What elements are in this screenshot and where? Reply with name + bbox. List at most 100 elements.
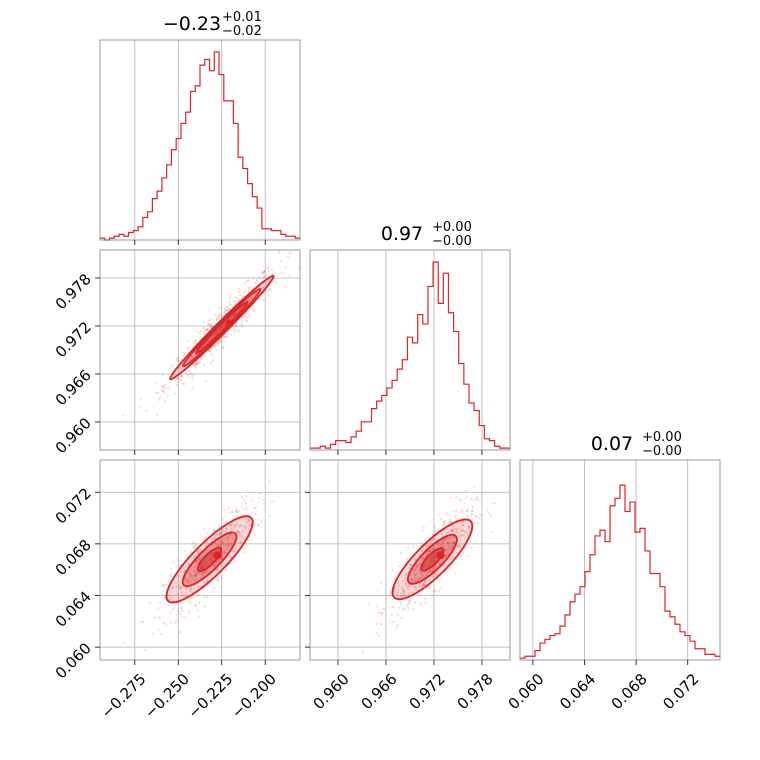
sample-point xyxy=(179,570,183,574)
sample-point xyxy=(376,605,379,608)
x-tick-label: 0.972 xyxy=(406,670,449,713)
sample-point xyxy=(235,560,238,563)
sample-point xyxy=(242,512,245,516)
sample-point xyxy=(204,380,207,383)
sample-point xyxy=(414,573,418,576)
sample-point xyxy=(421,558,424,561)
sample-point xyxy=(217,317,220,320)
sample-point xyxy=(194,604,198,608)
sample-point xyxy=(210,353,214,356)
sample-point xyxy=(433,537,436,540)
sample-point xyxy=(190,550,193,553)
sample-point xyxy=(288,274,291,277)
sample-point xyxy=(400,592,403,595)
sample-point xyxy=(227,535,230,539)
sample-point xyxy=(224,309,227,312)
sample-point xyxy=(462,510,465,513)
sample-point xyxy=(207,323,210,326)
axes-frame xyxy=(309,459,511,661)
sample-point xyxy=(257,524,260,528)
sample-point xyxy=(222,335,225,338)
sample-point xyxy=(444,531,448,535)
sample-point xyxy=(184,576,187,579)
sample-point xyxy=(211,564,215,567)
sample-point xyxy=(220,540,224,544)
sample-point xyxy=(202,321,205,324)
sample-point xyxy=(198,559,201,562)
sample-point xyxy=(194,573,197,576)
sample-point xyxy=(201,573,204,576)
sample-point xyxy=(262,502,266,505)
sample-point xyxy=(454,572,457,575)
sample-point xyxy=(407,585,410,588)
sample-point xyxy=(475,515,478,518)
sample-point xyxy=(392,620,395,624)
sample-point xyxy=(435,573,438,576)
sample-point xyxy=(452,543,455,547)
sample-point xyxy=(470,514,473,517)
sample-point xyxy=(240,317,243,320)
sample-point xyxy=(188,581,191,584)
panel-title-upper-1: +0.01 xyxy=(222,10,262,25)
sample-point xyxy=(444,549,447,553)
sample-point xyxy=(442,565,445,568)
sample-point xyxy=(247,289,250,293)
sample-point xyxy=(229,533,232,536)
sample-point xyxy=(447,530,450,534)
panel-title-lower-1: −0.02 xyxy=(222,24,262,39)
sample-point xyxy=(179,613,182,616)
sample-point xyxy=(222,335,225,338)
sample-point xyxy=(420,574,423,577)
sample-point xyxy=(413,573,416,576)
sample-point xyxy=(448,537,451,540)
scatter-panel-2: −0.275−0.250−0.225−0.200 0.060 0.064 0.068 0… xyxy=(52,459,301,722)
sample-point xyxy=(212,345,215,348)
sample-point xyxy=(420,604,423,607)
sample-point xyxy=(239,540,242,543)
sample-point xyxy=(249,524,252,527)
sample-point xyxy=(420,550,423,553)
sample-point xyxy=(428,569,431,572)
sample-point xyxy=(449,548,452,551)
sample-point xyxy=(196,360,199,363)
sample-point xyxy=(162,583,165,586)
sample-point xyxy=(217,559,220,562)
sample-point xyxy=(478,513,482,516)
sample-point xyxy=(414,573,417,577)
sample-point xyxy=(441,542,444,545)
contour-level-1 xyxy=(194,300,249,355)
sample-point xyxy=(219,532,222,535)
sample-point xyxy=(204,605,207,608)
sample-point xyxy=(175,585,178,588)
sample-point xyxy=(444,553,447,557)
sample-point xyxy=(156,414,159,417)
sample-point xyxy=(255,506,258,509)
sample-point xyxy=(202,574,205,577)
sample-point xyxy=(203,572,206,575)
sample-point xyxy=(449,518,452,521)
sample-point xyxy=(472,521,475,524)
sample-point xyxy=(189,568,192,571)
sample-point xyxy=(208,350,211,353)
sample-point xyxy=(430,540,433,543)
sample-point xyxy=(231,549,235,552)
sample-point xyxy=(183,577,187,581)
sample-point xyxy=(210,326,213,329)
sample-point xyxy=(274,281,277,284)
sample-point xyxy=(139,398,142,401)
sample-point xyxy=(251,511,254,514)
sample-point xyxy=(401,586,404,589)
sample-point xyxy=(188,571,191,574)
sample-point xyxy=(464,502,467,505)
sample-point xyxy=(474,514,477,517)
sample-point xyxy=(216,341,219,344)
panel-content xyxy=(361,486,496,653)
sample-point xyxy=(415,572,419,575)
sample-point xyxy=(199,572,202,575)
sample-point xyxy=(200,356,203,359)
sample-point xyxy=(220,544,223,547)
sample-point xyxy=(450,529,453,532)
sample-point xyxy=(225,527,228,530)
sample-point xyxy=(181,375,184,378)
sample-point xyxy=(205,549,208,552)
